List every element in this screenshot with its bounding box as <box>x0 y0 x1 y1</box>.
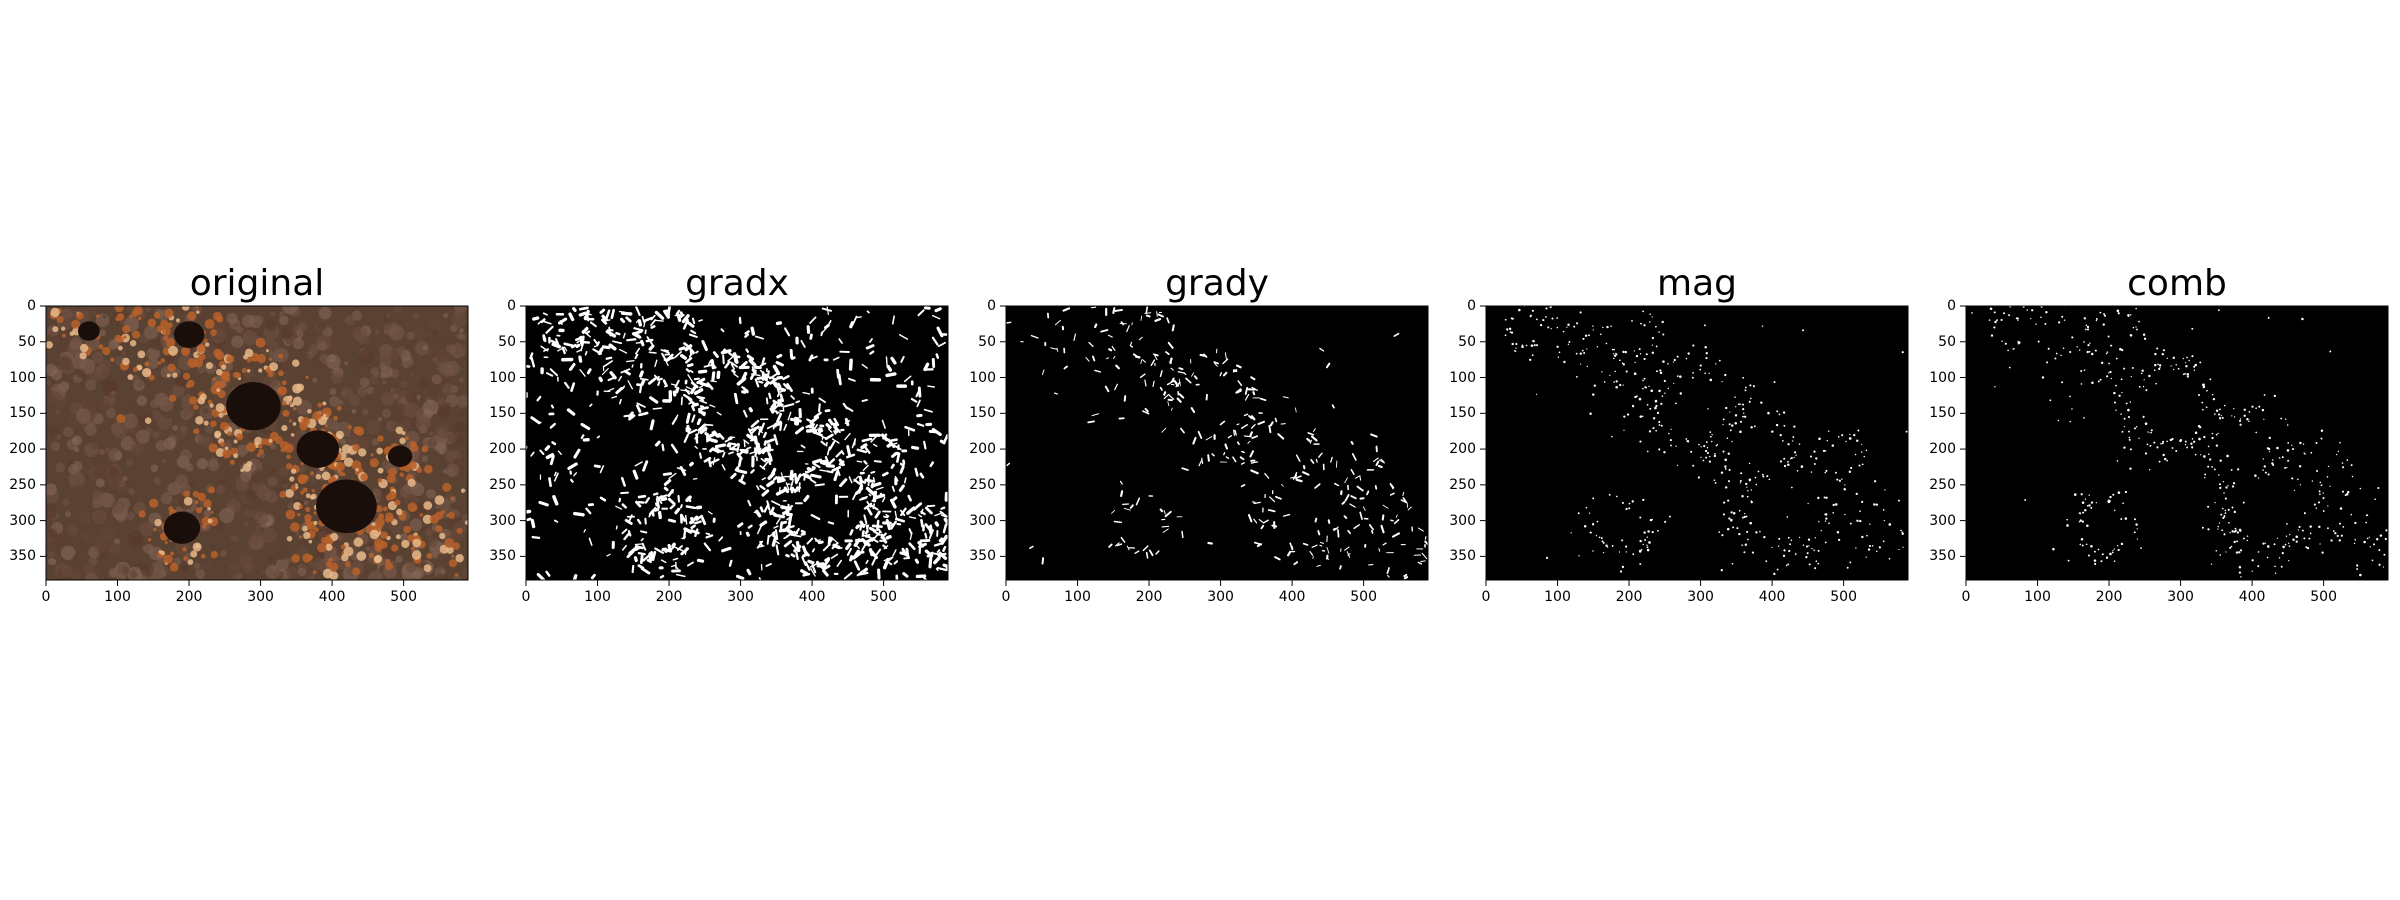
y-tick-label: 200 <box>969 441 996 458</box>
y-tick-label: 300 <box>9 512 36 529</box>
y-tick-label: 250 <box>969 476 996 493</box>
y-tick-label: 100 <box>1449 369 1476 386</box>
y-tick-label: 0 <box>987 298 996 314</box>
rust-hole <box>226 382 281 431</box>
y-tick-label: 150 <box>9 405 36 422</box>
y-tick-label: 0 <box>27 298 36 314</box>
panel-title-comb: comb <box>2127 263 2227 304</box>
x-tick-label: 500 <box>2310 589 2337 605</box>
x-tick-label: 200 <box>1135 589 1163 605</box>
y-tick-label: 300 <box>969 512 996 529</box>
y-tick-label: 50 <box>1458 333 1476 350</box>
x-tick-label: 400 <box>1278 589 1306 605</box>
y-tick-label: 0 <box>1467 298 1476 314</box>
y-tick-label: 150 <box>1449 405 1476 422</box>
x-tick-label: 0 <box>1001 589 1011 605</box>
x-tick-label: 500 <box>1830 589 1857 605</box>
rust-hole <box>77 321 100 341</box>
x-tick-label: 0 <box>41 589 51 605</box>
y-tick-label: 350 <box>489 548 516 565</box>
x-tick-label: 200 <box>1615 589 1643 605</box>
x-tick-label: 400 <box>1758 589 1786 605</box>
y-tick-label: 50 <box>498 333 516 350</box>
x-tick-label: 0 <box>521 589 531 605</box>
panel-image-original <box>46 306 468 580</box>
y-tick-label: 200 <box>1449 441 1476 458</box>
panel-title-grady: grady <box>1165 263 1269 304</box>
x-tick-label: 500 <box>390 589 417 605</box>
panel-original <box>40 305 469 586</box>
x-tick-label: 300 <box>247 589 274 605</box>
y-tick-label: 50 <box>1938 333 1956 350</box>
y-tick-label: 100 <box>9 369 36 386</box>
y-tick-label: 100 <box>969 369 996 386</box>
panel-gradx <box>520 305 949 586</box>
axes-frame <box>1965 305 2389 581</box>
y-tick-label: 150 <box>1929 405 1956 422</box>
panel-image-gradx <box>526 306 948 580</box>
x-tick-label: 200 <box>655 589 683 605</box>
y-tick-label: 100 <box>1929 369 1956 386</box>
axes-frame <box>1485 305 1909 581</box>
rust-hole <box>296 430 340 468</box>
x-tick-label: 100 <box>1064 589 1091 605</box>
x-tick-label: 300 <box>1207 589 1234 605</box>
y-tick-label: 300 <box>489 512 516 529</box>
x-tick-label: 500 <box>870 589 897 605</box>
x-tick-label: 100 <box>2024 589 2051 605</box>
panel-image-grady <box>1006 306 1428 580</box>
x-tick-label: 200 <box>2095 589 2123 605</box>
x-tick-label: 300 <box>727 589 754 605</box>
y-tick-label: 200 <box>1929 441 1956 458</box>
y-tick-label: 0 <box>507 298 516 314</box>
panel-title-mag: mag <box>1657 263 1737 304</box>
axes-frame <box>1005 305 1429 581</box>
y-tick-label: 350 <box>1929 548 1956 565</box>
x-tick-label: 100 <box>104 589 131 605</box>
panel-image-comb <box>1966 306 2388 580</box>
y-tick-label: 50 <box>18 333 36 350</box>
y-tick-label: 300 <box>1449 512 1476 529</box>
rust-hole <box>387 445 413 467</box>
panel-mag <box>1480 305 1909 586</box>
y-tick-label: 250 <box>9 476 36 493</box>
x-tick-label: 400 <box>318 589 346 605</box>
x-tick-label: 300 <box>2167 589 2194 605</box>
panel-title-gradx: gradx <box>685 263 789 304</box>
y-tick-label: 350 <box>1449 548 1476 565</box>
rust-hole <box>173 321 205 349</box>
y-tick-label: 150 <box>489 405 516 422</box>
rust-hole <box>316 479 377 534</box>
y-tick-label: 200 <box>9 441 36 458</box>
y-tick-label: 250 <box>1929 476 1956 493</box>
y-tick-label: 350 <box>9 548 36 565</box>
y-tick-label: 150 <box>969 405 996 422</box>
x-tick-label: 200 <box>175 589 203 605</box>
y-tick-label: 250 <box>1449 476 1476 493</box>
y-tick-label: 50 <box>978 333 996 350</box>
y-tick-label: 0 <box>1947 298 1956 314</box>
x-tick-label: 300 <box>1687 589 1714 605</box>
panel-grady <box>1000 305 1429 586</box>
panel-title-original: original <box>189 263 325 304</box>
y-tick-label: 250 <box>489 476 516 493</box>
x-tick-label: 0 <box>1481 589 1491 605</box>
panel-comb <box>1960 305 2389 586</box>
panel-image-mag <box>1486 306 1908 580</box>
x-tick-label: 400 <box>2238 589 2266 605</box>
axes-frame <box>525 305 949 581</box>
x-tick-label: 100 <box>1544 589 1571 605</box>
x-tick-label: 0 <box>1961 589 1971 605</box>
axes-frame <box>45 305 469 581</box>
y-tick-label: 200 <box>489 441 516 458</box>
x-tick-label: 100 <box>584 589 611 605</box>
rust-hole <box>163 511 201 544</box>
y-tick-label: 350 <box>969 548 996 565</box>
y-tick-label: 100 <box>489 369 516 386</box>
x-tick-label: 500 <box>1350 589 1377 605</box>
y-tick-label: 300 <box>1929 512 1956 529</box>
x-tick-label: 400 <box>798 589 826 605</box>
